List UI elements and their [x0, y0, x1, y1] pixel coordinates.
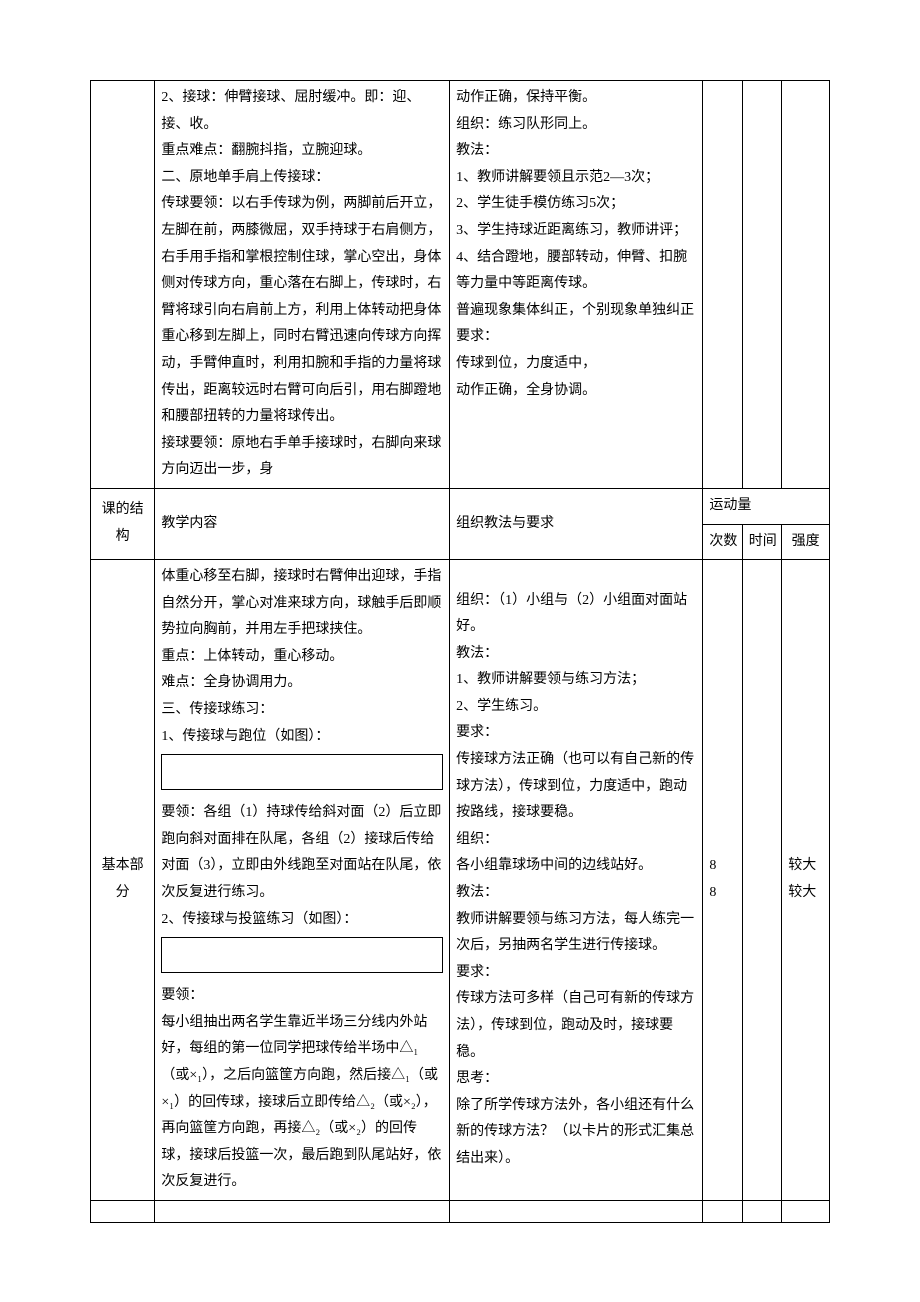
diagram-placeholder-2	[161, 937, 443, 973]
time-cell	[742, 560, 781, 1201]
structure-cell	[91, 81, 155, 489]
content-part-b: 要领：各组（1）持球传给斜对面（2）后立即跑向斜对面排在队尾，各组（2）接球后传…	[161, 800, 443, 933]
teaching-method: 组织：（1）小组与（2）小组面对面站好。 教法： 1、教师讲解要领与练习方法； …	[456, 588, 696, 1173]
lesson-plan-table: 2、接球：伸臂接球、屈肘缓冲。即：迎、接、收。 重点难点：翻腕抖指，立腕迎球。 …	[90, 80, 830, 1223]
content-cell: 2、接球：伸臂接球、屈肘缓冲。即：迎、接、收。 重点难点：翻腕抖指，立腕迎球。 …	[155, 81, 450, 489]
header-intensity: 强度	[782, 524, 830, 560]
count-cell	[703, 81, 742, 489]
teaching-method: 动作正确，保持平衡。 组织：练习队形同上。 教法： 1、教师讲解要领且示范2—3…	[456, 85, 696, 404]
header-time: 时间	[742, 524, 781, 560]
structure-cell	[91, 1200, 155, 1222]
header-count: 次数	[703, 524, 742, 560]
content-cell: 体重心移至右脚，接球时右臂伸出迎球，手指自然分开，掌心对准来球方向，球触手后即顺…	[155, 560, 450, 1201]
count-cell	[703, 1200, 742, 1222]
content-cell	[155, 1200, 450, 1222]
method-cell: 动作正确，保持平衡。 组织：练习队形同上。 教法： 1、教师讲解要领且示范2—3…	[450, 81, 703, 489]
header-content: 教学内容	[155, 488, 450, 559]
time-cell	[742, 1200, 781, 1222]
intensity-cell: 较大 较大	[782, 560, 830, 1201]
table-row	[91, 1200, 830, 1222]
intensity-cell	[782, 81, 830, 489]
teaching-content: 2、接球：伸臂接球、屈肘缓冲。即：迎、接、收。 重点难点：翻腕抖指，立腕迎球。 …	[161, 85, 443, 484]
header-structure: 课的结构	[91, 488, 155, 559]
structure-cell: 基本部分	[91, 560, 155, 1201]
header-load: 运动量	[703, 488, 830, 524]
content-part-a: 体重心移至右脚，接球时右臂伸出迎球，手指自然分开，掌心对准来球方向，球触手后即顺…	[161, 564, 443, 750]
count-value: 8 8	[709, 853, 735, 906]
count-cell: 8 8	[703, 560, 742, 1201]
header-method: 组织教法与要求	[450, 488, 703, 559]
method-cell	[450, 1200, 703, 1222]
time-cell	[742, 81, 781, 489]
content-part-c: 要领： 每小组抽出两名学生靠近半场三分线内外站好，每组的第一位同学把球传给半场中…	[161, 983, 443, 1196]
diagram-placeholder-1	[161, 754, 443, 790]
intensity-value: 较大 较大	[788, 853, 823, 906]
table-row: 2、接球：伸臂接球、屈肘缓冲。即：迎、接、收。 重点难点：翻腕抖指，立腕迎球。 …	[91, 81, 830, 489]
intensity-cell	[782, 1200, 830, 1222]
header-row: 课的结构 教学内容 组织教法与要求 运动量	[91, 488, 830, 524]
table-row: 基本部分 体重心移至右脚，接球时右臂伸出迎球，手指自然分开，掌心对准来球方向，球…	[91, 560, 830, 1201]
method-cell: 组织：（1）小组与（2）小组面对面站好。 教法： 1、教师讲解要领与练习方法； …	[450, 560, 703, 1201]
